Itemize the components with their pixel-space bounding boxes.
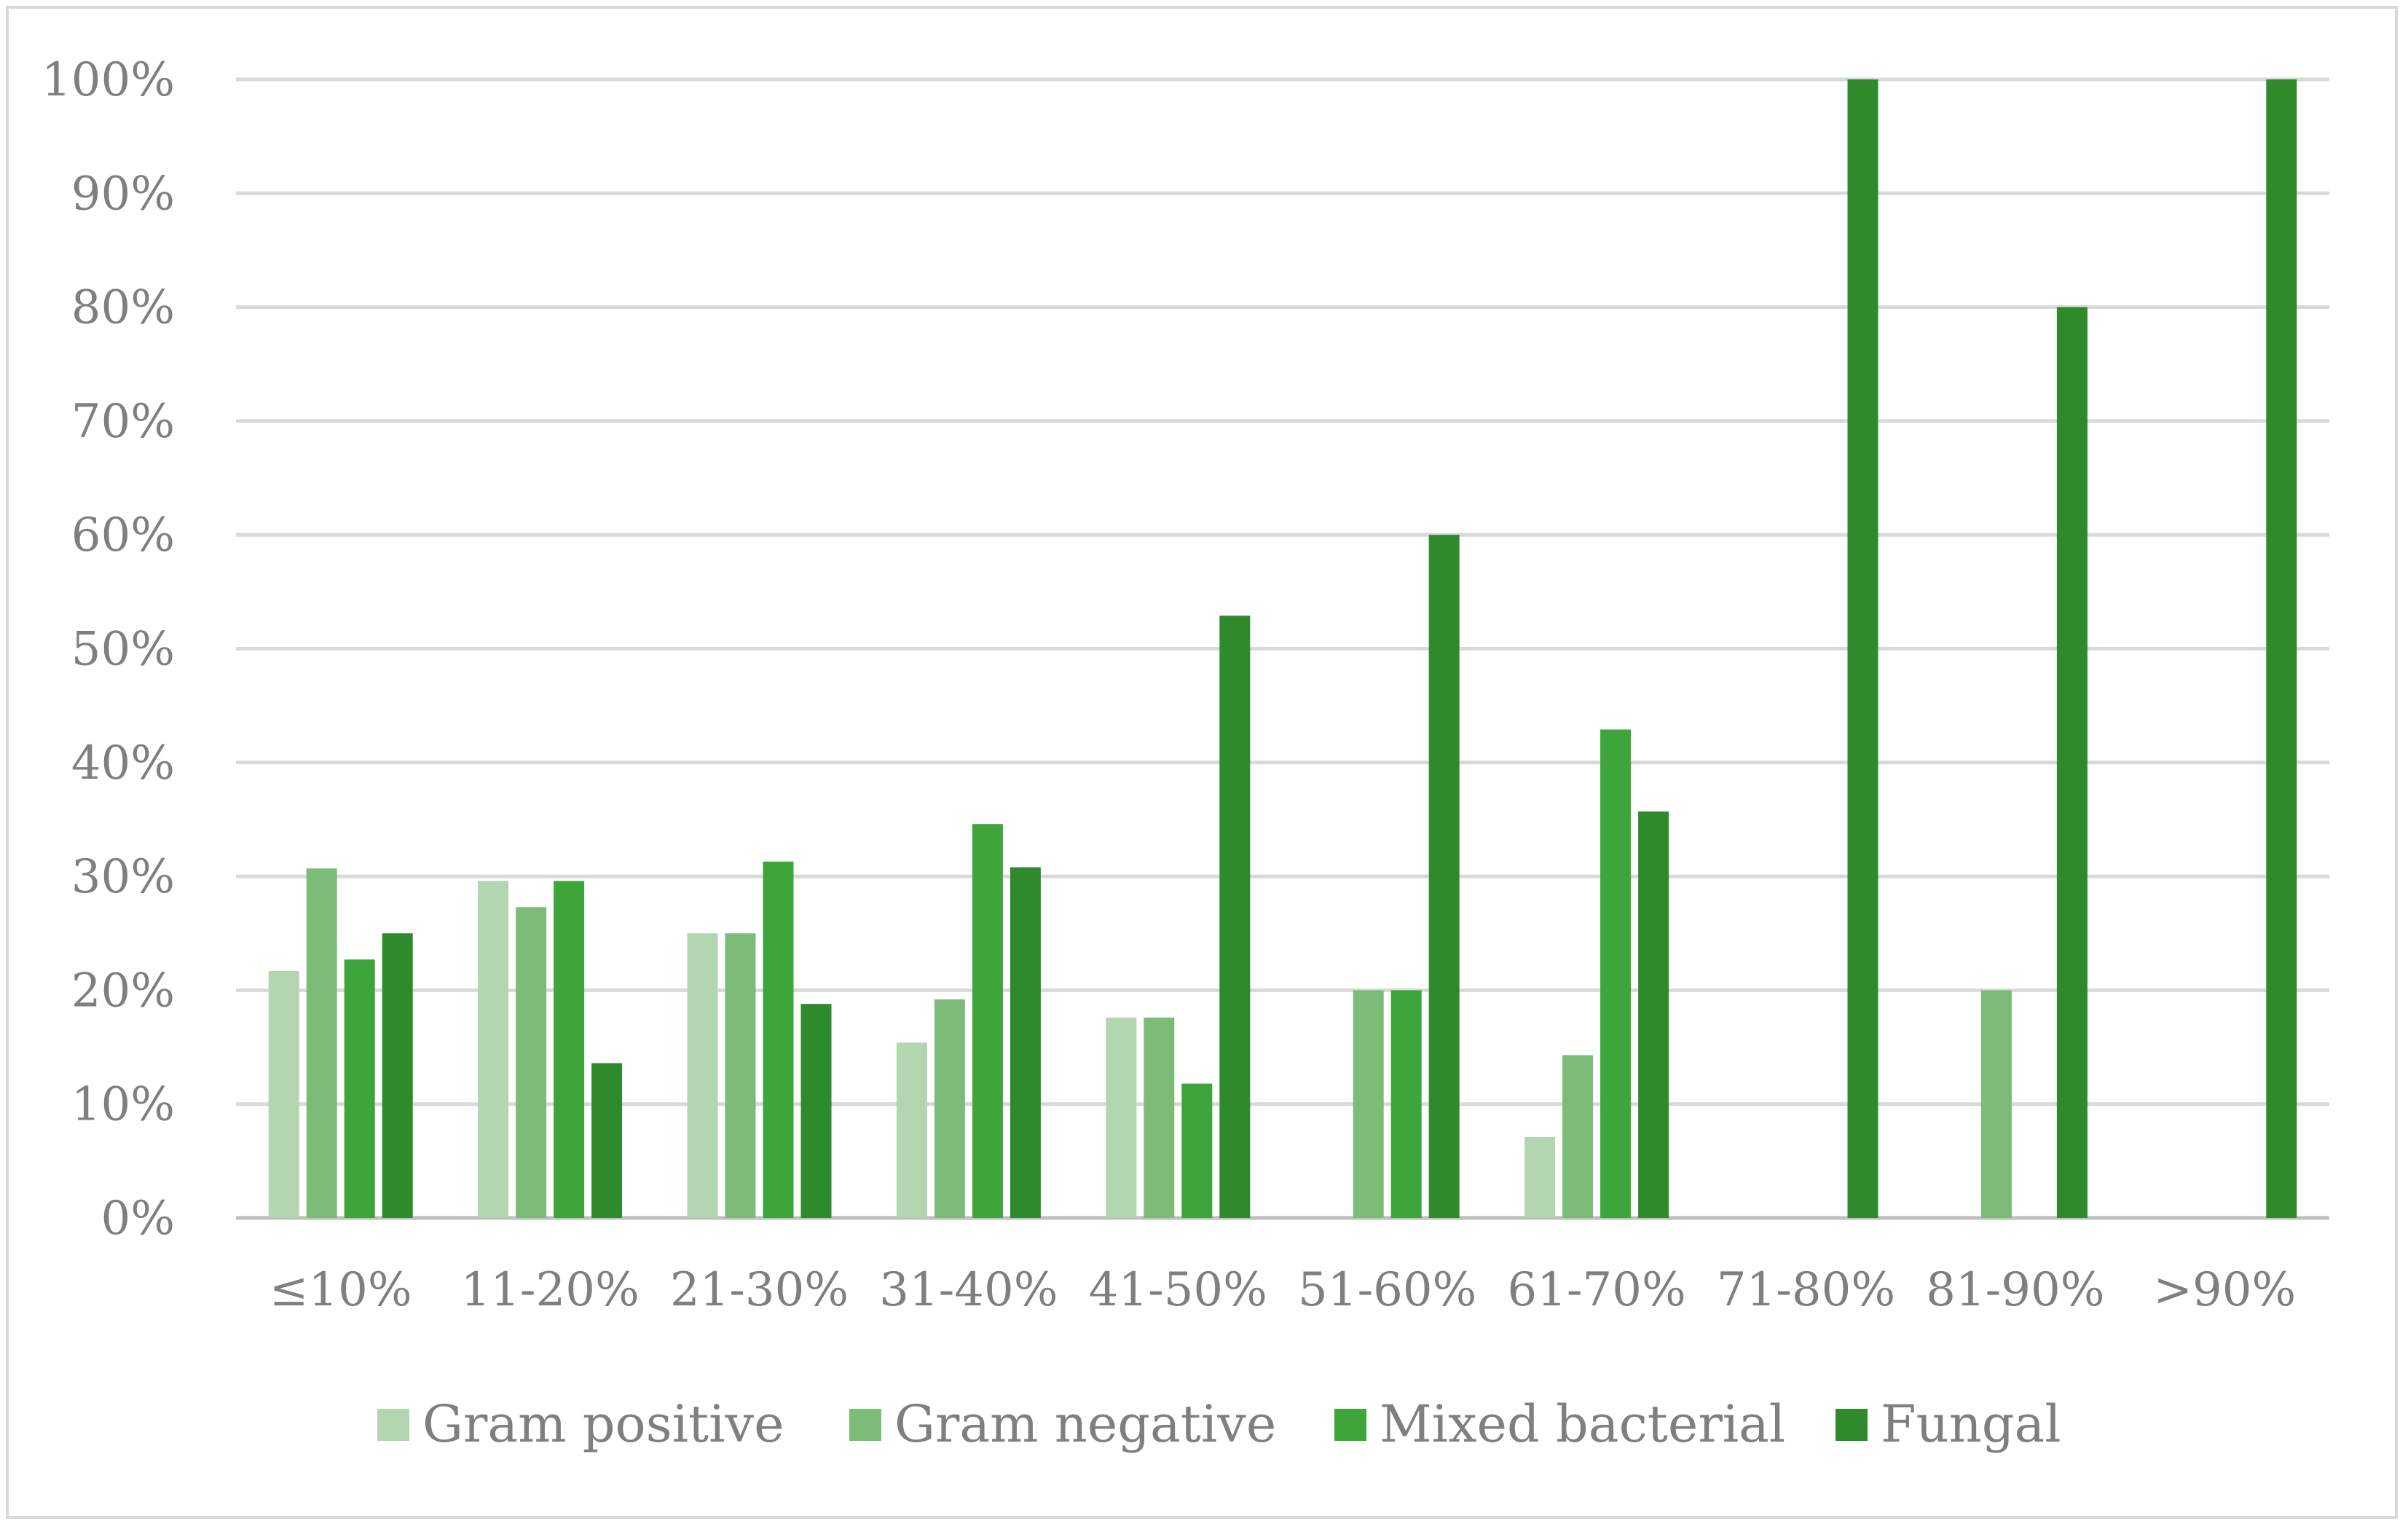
bar-fungal: [2056, 307, 2088, 1219]
y-tick-label: 60%: [71, 508, 175, 562]
legend-label: Gram negative: [894, 1394, 1276, 1454]
bar-fungal: [1010, 867, 1041, 1218]
legend-swatch: [377, 1409, 409, 1441]
bar-gram-positive: [1106, 1017, 1137, 1218]
y-tick-label: 90%: [71, 167, 175, 221]
legend-label: Mixed bacterial: [1380, 1394, 1785, 1454]
bar-mixed-bacterial: [972, 824, 1003, 1218]
legend-swatch: [1835, 1409, 1868, 1441]
bar-gram-negative: [934, 999, 965, 1218]
x-axis-categories: ≤10% 11-20% 21-30% 31-40% 41-50% 51-60% 61-70%…: [269, 1263, 2296, 1317]
y-tick-label: 20%: [71, 964, 175, 1018]
x-category-label: 61-70%: [1507, 1263, 1685, 1317]
bar-gram-negative: [306, 868, 337, 1218]
x-category-label: ≤10%: [269, 1263, 412, 1317]
bar-mixed-bacterial: [1181, 1083, 1213, 1218]
x-category-label: >90%: [2153, 1263, 2296, 1317]
x-category-label: 71-80%: [1717, 1263, 1895, 1317]
bar-gram-positive: [478, 881, 509, 1218]
bar-gram-negative: [1353, 990, 1384, 1218]
bar-fungal: [591, 1063, 623, 1218]
bars: [268, 79, 2297, 1219]
x-category-label: 21-30%: [670, 1263, 849, 1317]
legend-swatch: [1334, 1409, 1366, 1441]
bar-fungal: [2266, 79, 2297, 1218]
y-tick-label: 30%: [71, 850, 175, 904]
legend: Gram positive Gram negative Mixed bacteria…: [377, 1394, 2061, 1454]
bar-fungal: [1638, 811, 1669, 1218]
bar-gram-negative: [1562, 1055, 1594, 1218]
y-tick-label: 40%: [71, 736, 175, 790]
bar-gram-negative: [1144, 1017, 1175, 1218]
bar-gram-positive: [687, 933, 718, 1218]
bar-mixed-bacterial: [344, 959, 375, 1218]
legend-swatch: [849, 1409, 881, 1441]
legend-label: Fungal: [1881, 1394, 2061, 1454]
bar-mixed-bacterial: [763, 861, 794, 1218]
bar-gram-negative: [725, 933, 756, 1218]
legend-label: Gram positive: [422, 1394, 784, 1454]
gridlines: [236, 77, 2329, 1220]
bar-gram-positive: [268, 970, 299, 1218]
bar-gram-positive: [896, 1042, 927, 1218]
bar-chart: 0% 10% 20% 30% 40% 50% 60% 70% 80% 90% 100% ≤10% 11…: [42, 53, 2329, 1454]
x-category-label: 81-90%: [1926, 1263, 2104, 1317]
bar-mixed-bacterial: [554, 881, 585, 1218]
y-tick-label: 10%: [71, 1078, 175, 1132]
y-tick-label: 100%: [42, 53, 175, 107]
y-axis-ticks: 0% 10% 20% 30% 40% 50% 60% 70% 80% 90% 100%: [42, 53, 175, 1246]
y-tick-label: 50%: [71, 623, 175, 677]
bar-fungal: [1219, 616, 1251, 1218]
x-category-label: 51-60%: [1298, 1263, 1476, 1317]
bar-gram-positive: [1524, 1137, 1556, 1218]
x-category-label: 41-50%: [1089, 1263, 1267, 1317]
y-tick-label: 0%: [101, 1192, 175, 1246]
bar-mixed-bacterial: [1600, 729, 1632, 1218]
bar-gram-negative: [516, 907, 547, 1218]
x-category-label: 11-20%: [460, 1263, 639, 1317]
bar-gram-negative: [1980, 990, 2012, 1218]
bar-fungal: [1428, 535, 1460, 1218]
y-tick-label: 70%: [71, 395, 175, 449]
chart-frame: 0% 10% 20% 30% 40% 50% 60% 70% 80% 90% 100% ≤10% 11…: [6, 6, 2398, 1519]
bar-fungal: [1847, 79, 1878, 1218]
x-category-label: 31-40%: [879, 1263, 1058, 1317]
y-tick-label: 80%: [71, 281, 175, 335]
bar-fungal: [800, 1004, 832, 1218]
bar-mixed-bacterial: [1390, 990, 1422, 1218]
bar-fungal: [382, 933, 413, 1218]
